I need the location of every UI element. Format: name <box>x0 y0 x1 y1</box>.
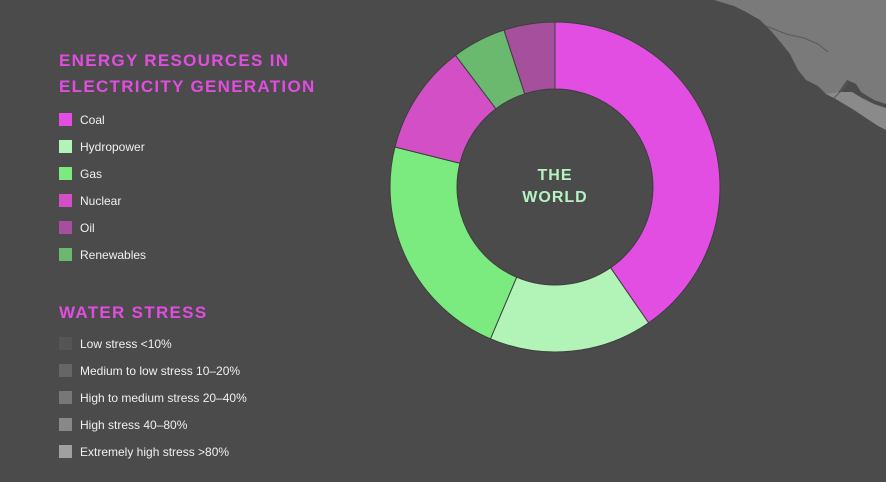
border-line-2 <box>833 81 849 99</box>
energy-legend-swatch <box>59 194 72 207</box>
central-america-land <box>826 92 886 130</box>
energy-legend-label: Oil <box>80 220 95 235</box>
energy-legend-item: Nuclear <box>59 187 316 214</box>
energy-legend-item: Oil <box>59 214 316 241</box>
water-legend-label: Medium to low stress 10–20% <box>80 363 241 378</box>
water-legend-item: Medium to low stress 10–20% <box>59 357 247 384</box>
water-legend-swatch <box>59 337 72 350</box>
energy-title-line1: ENERGY RESOURCES IN <box>59 51 290 70</box>
water-legend-swatch <box>59 445 72 458</box>
north-america-land <box>714 0 886 104</box>
energy-legend-label: Nuclear <box>80 193 122 208</box>
water-legend-swatch <box>59 418 72 431</box>
donut-chart: THE WORLD <box>380 12 730 362</box>
world-map-fragment <box>714 0 886 130</box>
energy-legend-swatch <box>59 140 72 153</box>
water-legend-item: High to medium stress 20–40% <box>59 384 247 411</box>
energy-title-line2: ELECTRICITY GENERATION <box>59 77 316 96</box>
water-legend-title: WATER STRESS <box>59 303 208 322</box>
energy-legend-swatch <box>59 221 72 234</box>
energy-legend-item: Renewables <box>59 241 316 268</box>
energy-legend-item: Gas <box>59 160 316 187</box>
donut-slice-gas <box>389 146 518 340</box>
energy-legend-title: ENERGY RESOURCES IN ELECTRICITY GENERATI… <box>59 48 316 100</box>
water-legend-label: High to medium stress 20–40% <box>80 390 247 405</box>
water-legend-swatch <box>59 391 72 404</box>
energy-legend-label: Renewables <box>80 247 147 262</box>
energy-legend-label: Coal <box>80 112 105 127</box>
water-legend-panel: WATER STRESS Low stress <10% Medium to lo… <box>59 300 247 465</box>
donut-slice-coal <box>554 21 721 324</box>
water-legend-item: Low stress <10% <box>59 330 247 357</box>
border-line <box>765 25 829 53</box>
donut-svg <box>389 21 721 353</box>
donut-slice-oil <box>503 21 556 95</box>
water-legend-label: High stress 40–80% <box>80 417 188 432</box>
water-legend-swatch <box>59 364 72 377</box>
energy-legend-item: Hydropower <box>59 133 316 160</box>
energy-legend-label: Hydropower <box>80 139 145 154</box>
energy-legend-item: Coal <box>59 106 316 133</box>
energy-legend-swatch <box>59 167 72 180</box>
energy-legend-list: Coal Hydropower Gas Nuclear Oil Renewables <box>59 106 316 268</box>
energy-legend-label: Gas <box>80 166 103 181</box>
energy-legend-panel: ENERGY RESOURCES IN ELECTRICITY GENERATI… <box>59 48 316 268</box>
water-legend-label: Extremely high stress >80% <box>80 444 230 459</box>
water-legend-item: High stress 40–80% <box>59 411 247 438</box>
energy-legend-swatch <box>59 113 72 126</box>
water-legend-list: Low stress <10% Medium to low stress 10–2… <box>59 330 247 465</box>
water-legend-label: Low stress <10% <box>80 336 172 351</box>
energy-legend-swatch <box>59 248 72 261</box>
water-legend-item: Extremely high stress >80% <box>59 438 247 465</box>
